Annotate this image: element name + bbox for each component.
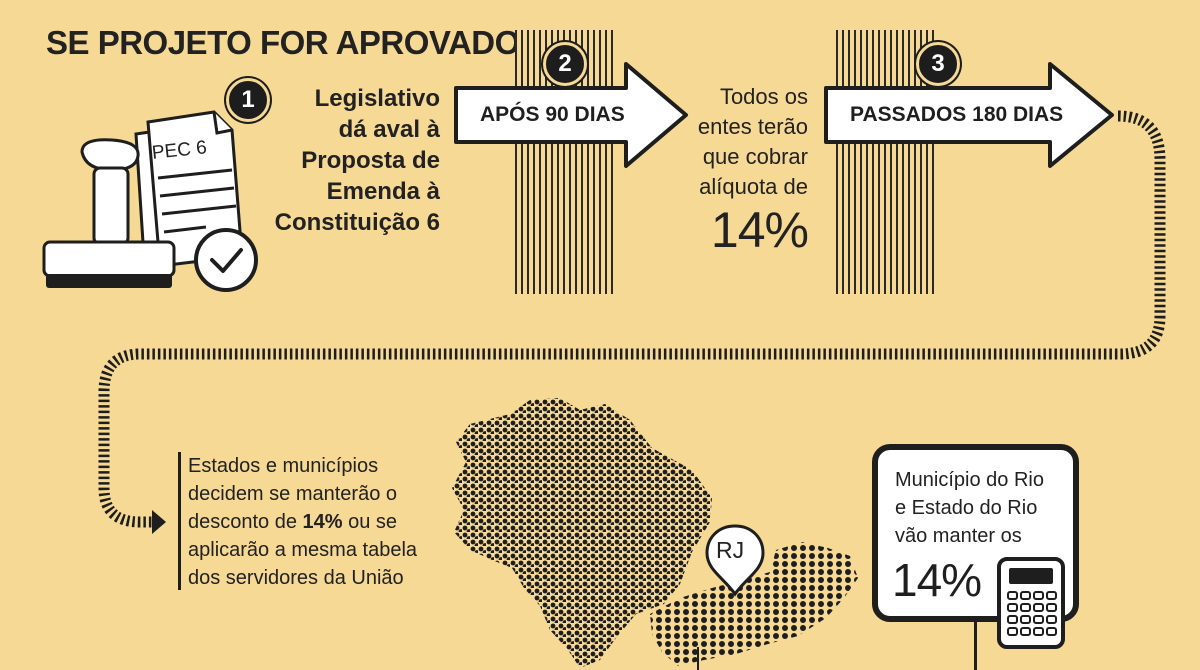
step2-highlight-percent: 14% [710, 202, 809, 258]
step-number-3: 3 [916, 42, 960, 86]
rj-pin-label: RJ [716, 537, 745, 563]
brazil-map-icon [452, 398, 712, 668]
check-circle-icon [194, 228, 258, 292]
rio-pointer-line [974, 622, 977, 670]
decision-description: Estados e municípios decidem se manterão… [188, 455, 418, 589]
step3-arrow-label: PASSADOS 180 DIAS [850, 103, 1064, 126]
step2-arrow-label: APÓS 90 DIAS [480, 103, 625, 126]
step3-arrow-icon [824, 62, 1114, 168]
rj-pin-icon [705, 524, 765, 597]
map-illustration [452, 398, 858, 670]
step-number-2: 2 [543, 42, 587, 86]
step2-arrow-icon [454, 62, 688, 168]
rj-state-map-icon [650, 542, 858, 666]
rio-highlight-percent: 14% [892, 554, 982, 606]
rio-description: Município do Rio e Estado do Rio vão man… [895, 469, 1044, 547]
step1-description: Legislativo dá aval à Proposta de Emenda… [274, 85, 440, 236]
stamp-document-illustration [42, 110, 258, 292]
calculator-icon [997, 557, 1065, 649]
page-title: SE PROJETO FOR APROVADO [46, 24, 520, 61]
connector-arrowhead-icon [152, 510, 166, 534]
decision-divider [178, 452, 181, 590]
step2-description: Todos os entes terão que cobrar alíquota… [660, 82, 809, 258]
step-number-1: 1 [226, 78, 270, 122]
